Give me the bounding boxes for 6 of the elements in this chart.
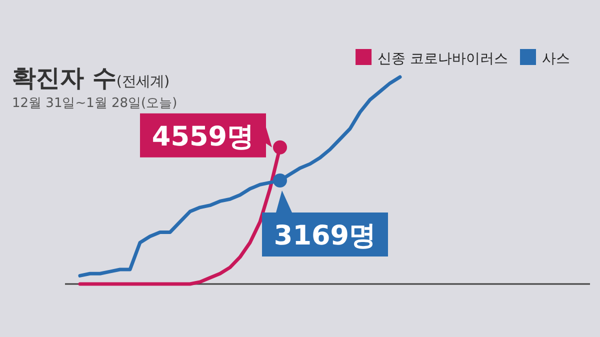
annotation: 3169명 — [274, 220, 376, 252]
chart-title: 확진자 수(전세계) — [12, 64, 170, 92]
legend-label: 신종 코로나바이러스 — [378, 51, 508, 67]
annotation: 4559명 — [152, 121, 254, 152]
text: 12월 31일~1월 28일(오늘) — [12, 96, 178, 111]
legend-label: 사스 — [542, 51, 570, 67]
